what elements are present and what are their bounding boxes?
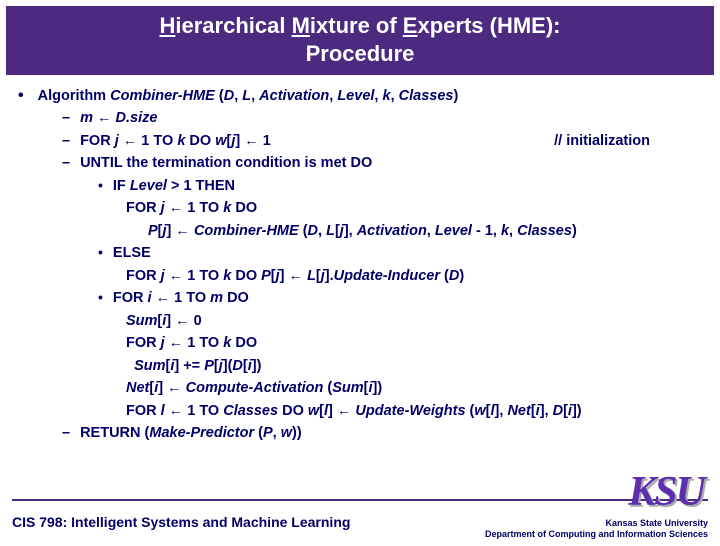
algo-line: •FOR i ← 1 TO m DO [18,287,710,309]
algo-line: Sum[i] += P[j](D[i]) [18,355,710,377]
footer-right-line2: Department of Computing and Information … [485,529,708,540]
algo-line: FOR j ← 1 TO k DO [18,332,710,354]
algo-heading: • Algorithm Combiner-HME (D, L, Activati… [18,85,710,107]
footer-divider [12,499,708,501]
footer-dept: Kansas State University Department of Co… [485,518,708,540]
title-line-1: Hierarchical Mixture of Experts (HME): [6,12,714,40]
footer-course: CIS 798: Intelligent Systems and Machine… [12,514,350,530]
bullet-icon: • [18,85,24,107]
dash-icon: – [62,152,70,174]
ksu-logo: KSU [628,468,704,516]
dot-icon: • [98,287,103,309]
dot-icon: • [98,242,103,264]
algo-line: –UNTIL the termination condition is met … [18,152,710,174]
dash-icon: – [62,422,70,444]
algo-line: –m ← D.size [18,107,710,129]
dash-icon: – [62,107,70,129]
algo-comment: // initialization [554,130,650,152]
algo-line: FOR l ← 1 TO Classes DO w[l] ← Update-We… [18,400,710,422]
algo-line: Sum[i] ← 0 [18,310,710,332]
algo-line: FOR j ← 1 TO k DO P[j] ← L[j].Update-Ind… [18,265,710,287]
algo-line: – FOR j ← 1 TO k DO w[j] ← 1 // initiali… [18,130,710,152]
algo-text: FOR j ← 1 TO k DO w[j] ← 1 [80,130,271,152]
algo-line: •IF Level > 1 THEN [18,175,710,197]
slide-title: Hierarchical Mixture of Experts (HME): P… [6,6,714,75]
dot-icon: • [98,175,103,197]
algo-line: FOR j ← 1 TO k DO [18,197,710,219]
algo-line: •ELSE [18,242,710,264]
footer-right-line1: Kansas State University [485,518,708,529]
algo-line: –RETURN (Make-Predictor (P, w)) [18,422,710,444]
dash-icon: – [62,130,70,152]
algo-line: Net[i] ← Compute-Activation (Sum[i]) [18,377,710,399]
algo-line: P[j] ← Combiner-HME (D, L[j], Activation… [18,220,710,242]
title-line-2: Procedure [6,40,714,68]
slide-body: • Algorithm Combiner-HME (D, L, Activati… [0,75,720,445]
